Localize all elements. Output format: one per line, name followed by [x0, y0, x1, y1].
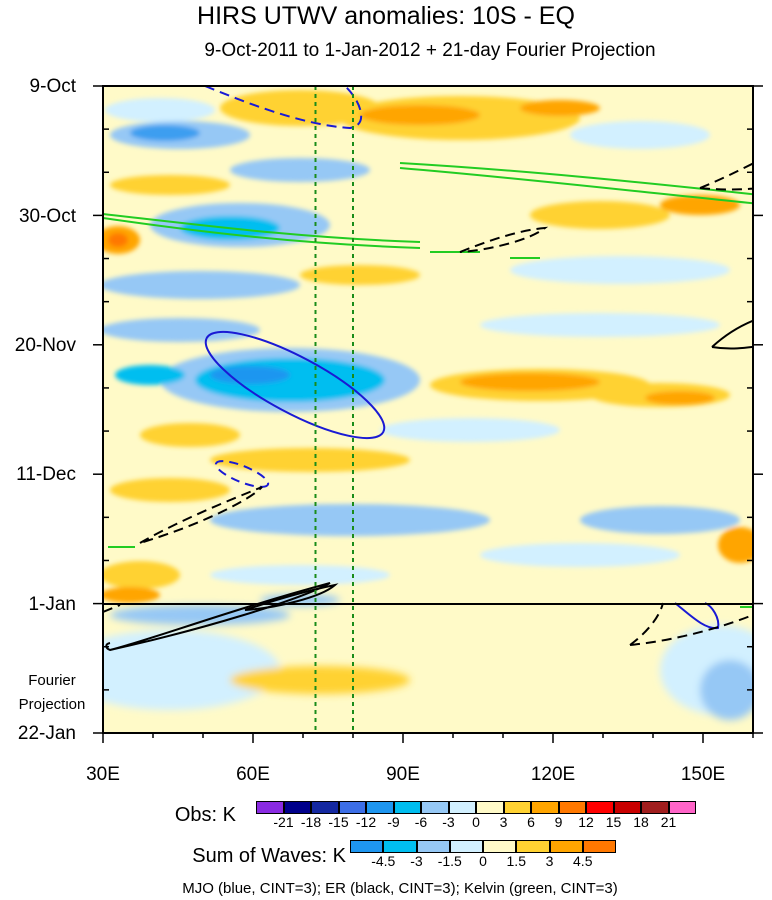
y-tick-label: 1-Jan	[28, 594, 76, 615]
kelvin-contours	[103, 162, 753, 608]
obs-colorbar-tick-label: -21	[273, 814, 294, 830]
obs-colorbar-label: Obs: K	[174, 804, 236, 826]
obs-colorbar-tick-label: 0	[472, 814, 480, 830]
obs-colorbar-tick-label: 12	[578, 814, 594, 830]
obs-colorbar-ticks: -21 -18 -15 -12 -9 -6 -3 0 3 6 9 12 15 18 21	[256, 814, 696, 830]
obs-colorbar-color-box	[311, 801, 339, 814]
obs-colorbar-tick-label: 18	[633, 814, 649, 830]
obs-colorbar-color-box	[641, 801, 669, 814]
obs-colorbar-tick-label: -6	[414, 814, 428, 830]
obs-colorbar-tick-label: -9	[387, 814, 400, 830]
obs-colorbar-color-box	[393, 801, 421, 814]
obs-colorbar-color-box	[558, 801, 586, 814]
y-tick-label: 22-Jan	[17, 723, 76, 744]
obs-colorbar-color-box	[283, 801, 311, 814]
x-tick-label: 30E	[86, 764, 120, 785]
waves-colorbar-tick-label: 1.5	[506, 853, 526, 869]
waves-colorbar-color-box	[582, 840, 616, 853]
waves-colorbar-color-box	[350, 840, 384, 853]
waves-colorbar-tick-label: -1.5	[437, 853, 462, 869]
legend-footnote: MJO (blue, CINT=3); ER (black, CINT=3); …	[182, 880, 618, 897]
waves-colorbar-color-box	[483, 840, 517, 853]
y-tick-label: 11-Dec	[16, 464, 76, 485]
obs-colorbar-tick-label: 15	[605, 814, 622, 830]
chart-title: HIRS UTWV anomalies: 10S - EQ	[197, 2, 575, 30]
waves-colorbar-color-box	[449, 840, 483, 853]
waves-colorbar-tick-label: 0	[479, 853, 487, 869]
obs-colorbar-tick-label: 9	[554, 814, 563, 830]
x-tick-label: 90E	[386, 764, 420, 785]
y-tick-label: 9-Oct	[29, 76, 76, 97]
obs-colorbar-tick-label: -12	[355, 814, 377, 830]
obs-colorbar-tick-label: 21	[660, 814, 677, 830]
obs-colorbar-color-box	[256, 801, 284, 814]
obs-colorbar-color-box	[448, 801, 476, 814]
y-tick-label: 20-Nov	[14, 335, 76, 356]
obs-colorbar-color-box	[503, 801, 531, 814]
projection-label-line1: Fourier	[28, 672, 76, 689]
obs-colorbar-color-box	[586, 801, 614, 814]
waves-colorbar-tick-label: -4.5	[371, 853, 396, 869]
chart-subtitle: 9-Oct-2011 to 1-Jan-2012 + 21-day Fourie…	[204, 40, 656, 61]
waves-colorbar-ticks: -4.5 -3 -1.5 0 1.5 3 4.5	[350, 853, 616, 869]
obs-colorbar-tick-label: -15	[328, 814, 349, 830]
obs-colorbar-color-box	[338, 801, 366, 814]
obs-colorbar-color-box	[421, 801, 449, 814]
projection-label-line2: Projection	[18, 696, 86, 713]
x-tick-label: 60E	[236, 764, 270, 785]
obs-colorbar-color-box	[366, 801, 394, 814]
waves-colorbar-color-box	[383, 840, 417, 853]
waves-colorbar-tick-label: 3	[545, 853, 554, 869]
er-contours	[103, 162, 753, 652]
anomaly-field	[103, 86, 753, 733]
waves-colorbar-label: Sum of Waves: K	[192, 845, 346, 867]
obs-patches	[103, 90, 753, 603]
obs-colorbar	[256, 801, 696, 814]
obs-colorbar-color-box	[531, 801, 559, 814]
x-tick-label: 150E	[680, 764, 726, 785]
waves-colorbar-tick-label: 4.5	[573, 853, 593, 869]
reference-lines	[314, 86, 354, 733]
waves-colorbar	[350, 840, 616, 853]
plot-frame	[102, 85, 754, 734]
obs-colorbar-tick-label: -3	[442, 814, 455, 830]
obs-colorbar-tick-label: -18	[300, 814, 322, 830]
obs-colorbar-tick-label: 6	[527, 814, 535, 830]
y-tick-label: 30-Oct	[18, 206, 76, 227]
waves-colorbar-tick-label: -3	[410, 853, 423, 869]
x-tick-label: 120E	[530, 764, 576, 785]
obs-colorbar-color-box	[613, 801, 641, 814]
obs-colorbar-color-box	[476, 801, 504, 814]
waves-colorbar-color-box	[549, 840, 583, 853]
axis-ticks	[93, 85, 763, 743]
waves-colorbar-color-box	[516, 840, 550, 853]
obs-colorbar-tick-label: 3	[499, 814, 508, 830]
waves-colorbar-color-box	[416, 840, 450, 853]
obs-colorbar-color-box	[668, 801, 696, 814]
